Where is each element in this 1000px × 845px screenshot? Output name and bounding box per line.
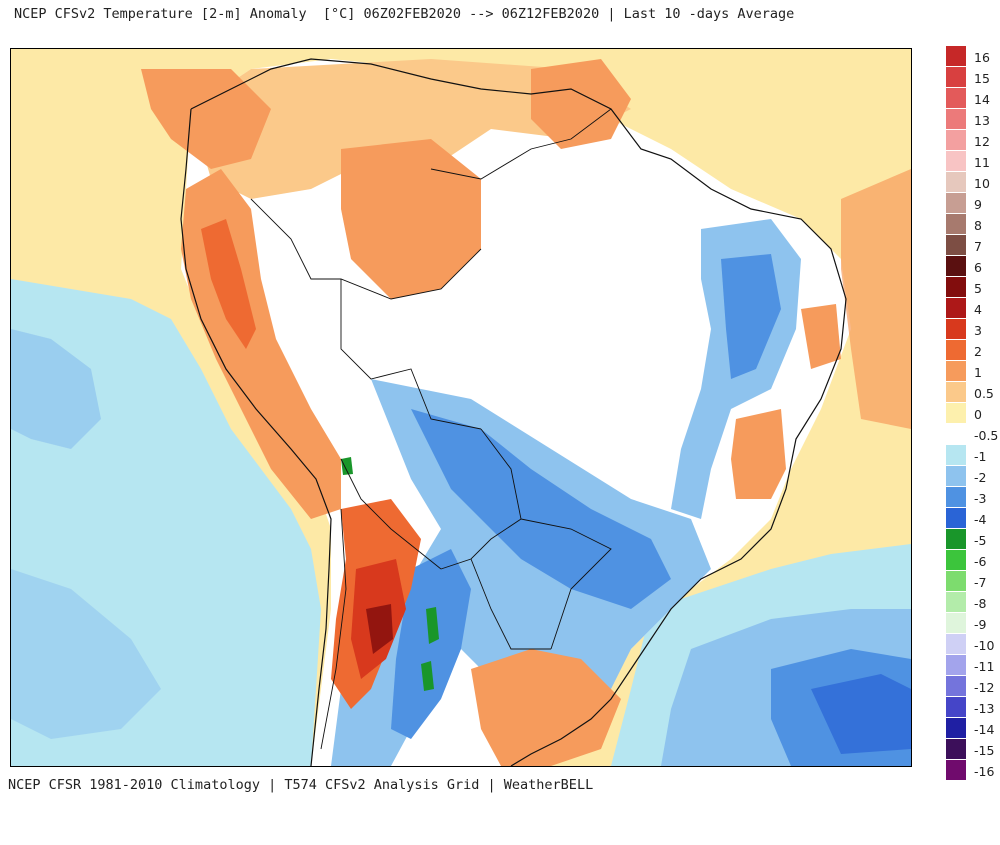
legend-label: 15 (974, 71, 990, 86)
legend-swatch (946, 403, 966, 424)
warm-north (191, 59, 631, 199)
chart-title: NCEP CFSv2 Temperature [2-m] Anomaly [°C… (14, 6, 795, 22)
legend-swatch (946, 697, 966, 718)
legend-swatch (946, 298, 966, 319)
legend-label: 0.5 (974, 386, 994, 401)
legend-swatch-extra (946, 823, 966, 824)
legend-swatch (946, 613, 966, 634)
legend-label: -0.5 (974, 428, 999, 443)
legend-label: 8 (974, 218, 982, 233)
legend-label: 4 (974, 302, 982, 317)
legend-label: -12 (974, 680, 995, 695)
legend-swatch (946, 67, 966, 88)
chart-footer: NCEP CFSR 1981-2010 Climatology | T574 C… (8, 777, 594, 793)
legend-swatch (946, 676, 966, 697)
legend-swatch (946, 655, 966, 676)
legend-swatch (946, 424, 966, 445)
legend-swatch (946, 466, 966, 487)
green-anomaly-1 (426, 607, 439, 644)
coastline (190, 58, 847, 766)
legend-label: -8 (974, 596, 987, 611)
legend-label: 16 (974, 50, 990, 65)
legend-label: 6 (974, 260, 982, 275)
legend-label: -14 (974, 722, 995, 737)
map-canvas (11, 49, 911, 766)
legend-swatch (946, 151, 966, 172)
legend-swatch (946, 445, 966, 466)
legend-label: 2 (974, 344, 982, 359)
legend-label: 12 (974, 134, 990, 149)
legend-label: -7 (974, 575, 987, 590)
coastline-west (180, 108, 332, 766)
legend-label: -10 (974, 638, 995, 653)
legend-label: -2 (974, 470, 987, 485)
legend-label: -13 (974, 701, 995, 716)
legend-swatch-extra (946, 781, 966, 782)
legend-label: 0 (974, 407, 982, 422)
legend-label: 10 (974, 176, 990, 191)
pacific-cool-patch-south (11, 569, 161, 739)
legend-swatch (946, 592, 966, 613)
hottest-argentina-west (366, 604, 393, 654)
colder-brazil-east (721, 254, 781, 379)
legend-label: -9 (974, 617, 987, 632)
green-anomaly-3 (341, 457, 353, 475)
anomaly-map (10, 48, 912, 767)
legend-swatch (946, 550, 966, 571)
legend-label: -1 (974, 449, 987, 464)
legend-swatch (946, 319, 966, 340)
green-anomaly-2 (421, 661, 434, 691)
warm-uruguay (471, 649, 621, 766)
country-borders (250, 108, 612, 750)
legend-swatch (946, 361, 966, 382)
hot-andes-peru (201, 219, 256, 349)
warm-northeast (801, 304, 841, 369)
legend-label: -5 (974, 533, 987, 548)
legend-label: -11 (974, 659, 995, 674)
warm-colombia (141, 69, 271, 169)
legend-swatch (946, 739, 966, 760)
warm-brazil-east (731, 409, 786, 499)
warm-atlantic-ne (841, 169, 911, 429)
legend-label: 11 (974, 155, 990, 170)
warm-amazon-west (341, 139, 481, 299)
legend-swatch (946, 214, 966, 235)
atlantic-deep-cold (811, 674, 911, 754)
legend-label: -6 (974, 554, 987, 569)
legend-label: 14 (974, 92, 990, 107)
legend-label: 9 (974, 197, 982, 212)
legend-swatch (946, 487, 966, 508)
legend-label: 5 (974, 281, 982, 296)
legend-swatch (946, 277, 966, 298)
colder-argentina (391, 549, 471, 739)
legend-swatch-extra (946, 802, 966, 803)
legend-swatch (946, 130, 966, 151)
warm-venezuela (531, 59, 631, 149)
legend-label: -16 (974, 764, 995, 779)
legend-label: 7 (974, 239, 982, 254)
legend-swatch (946, 382, 966, 403)
legend-swatch (946, 172, 966, 193)
legend-swatch (946, 718, 966, 739)
legend-swatch (946, 193, 966, 214)
legend-swatch (946, 340, 966, 361)
legend-label: -4 (974, 512, 987, 527)
legend-label: 3 (974, 323, 982, 338)
legend-swatch (946, 529, 966, 550)
legend-swatch (946, 508, 966, 529)
legend-label: 13 (974, 113, 990, 128)
legend-swatch (946, 571, 966, 592)
legend-swatch (946, 109, 966, 130)
pacific-cool-patch (11, 329, 101, 449)
legend-label: 1 (974, 365, 982, 380)
legend-swatch (946, 634, 966, 655)
legend-swatch (946, 760, 966, 781)
legend-swatch (946, 46, 966, 67)
legend-label: -15 (974, 743, 995, 758)
legend-swatch (946, 256, 966, 277)
legend-swatch (946, 235, 966, 256)
legend-swatch (946, 88, 966, 109)
legend-label: -3 (974, 491, 987, 506)
colder-central-belt (411, 409, 671, 609)
